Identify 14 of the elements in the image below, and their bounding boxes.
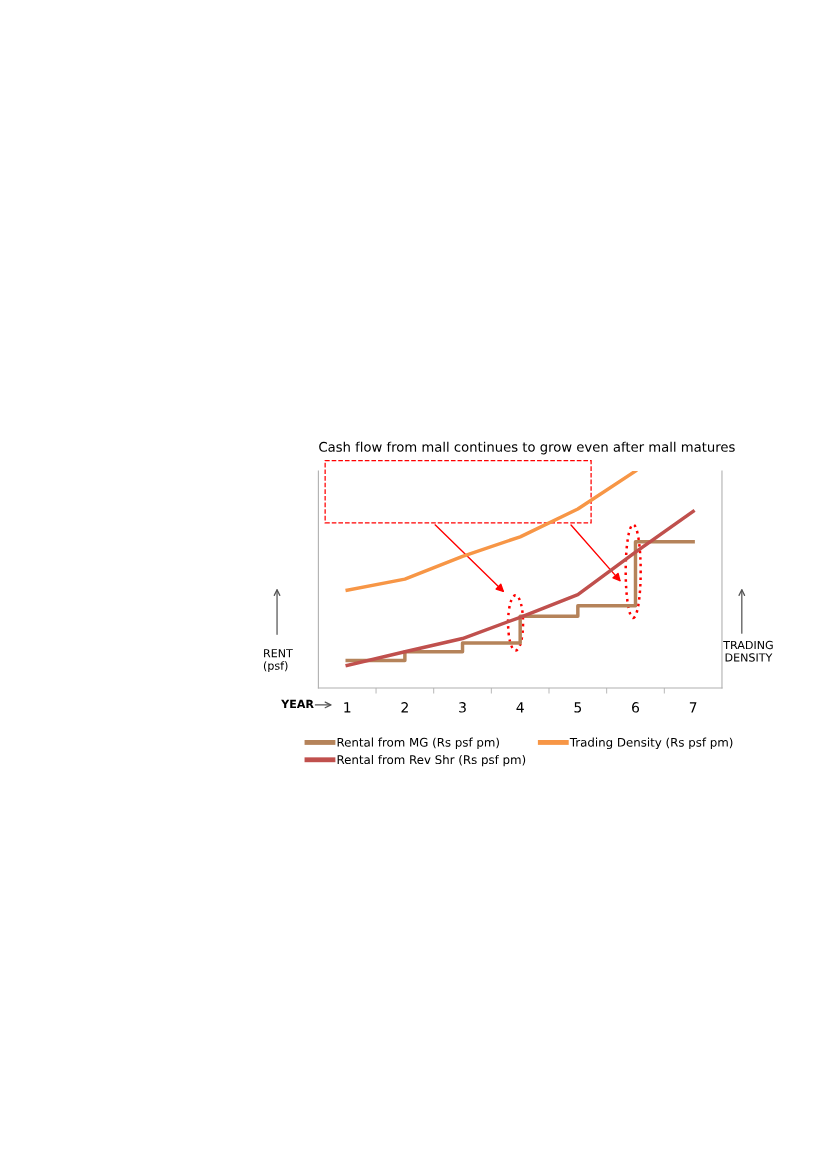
y-axis-title: RENT (psf) xyxy=(263,649,293,672)
x-tick-label: 7 xyxy=(689,702,697,713)
chart-title: Cash flow from mall continues to grow even after mall matures xyxy=(319,441,735,455)
x-tick-label: 6 xyxy=(632,702,640,713)
legend-label: Trading Density (Rs psf pm) xyxy=(569,737,733,750)
x-tick-label: 5 xyxy=(574,702,582,713)
x-tick-label: 2 xyxy=(401,702,408,713)
x-tick-label: 1 xyxy=(344,702,351,713)
y2-axis-title: TRADING DENSITY xyxy=(723,640,773,662)
legend-label: Rental from Rev Shr (Rs psf pm) xyxy=(337,754,526,767)
x-tick-label: 4 xyxy=(516,702,524,713)
x-tick-label: 3 xyxy=(459,702,466,713)
x-axis-title: YEAR xyxy=(281,699,314,708)
legend-label: Rental from MG (Rs psf pm) xyxy=(337,737,499,750)
